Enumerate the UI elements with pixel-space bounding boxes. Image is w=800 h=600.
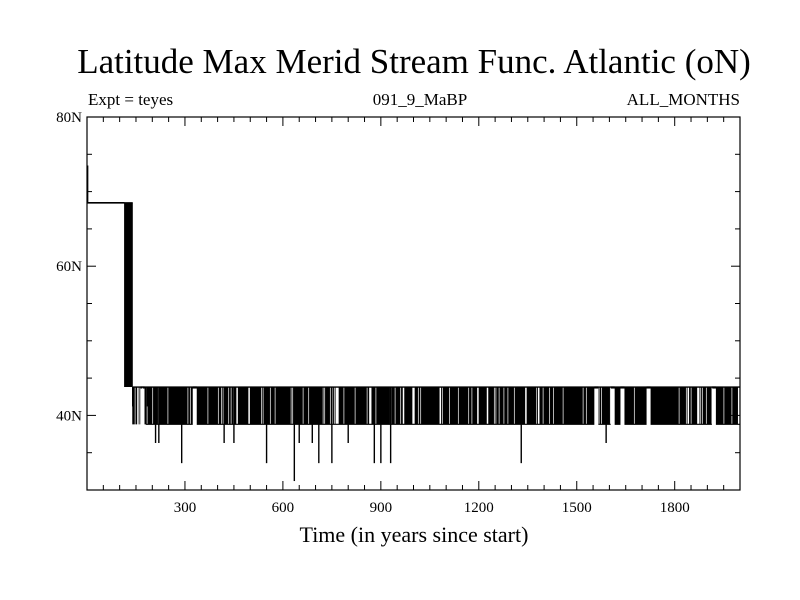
plot-frame xyxy=(86,116,741,491)
x-tick-label: 1800 xyxy=(660,500,690,516)
x-tick-label: 1200 xyxy=(464,500,494,516)
series-gap xyxy=(140,388,145,427)
x-tick-label: 900 xyxy=(370,500,393,516)
run-label: 091_9_MaBP xyxy=(372,90,468,109)
x-tick-label: 300 xyxy=(174,500,197,516)
series-gap xyxy=(610,388,615,427)
months-label: ALL_MONTHS xyxy=(626,90,740,109)
y-tick-label: 80N xyxy=(56,110,82,126)
series-gap xyxy=(646,388,651,427)
y-tick-label: 40N xyxy=(56,408,82,424)
series-line-group xyxy=(86,165,741,482)
series-oscillation-band xyxy=(124,202,133,388)
series-gap xyxy=(192,388,197,427)
x-tick-label: 1500 xyxy=(562,500,592,516)
series-gap xyxy=(620,388,625,427)
x-tick-label: 600 xyxy=(272,500,295,516)
axis-ticks-group: 300 600 900 1200 1500 1800 40N 60N 80N xyxy=(56,110,740,516)
series-gap xyxy=(594,388,599,427)
chart-title: Latitude Max Merid Stream Func. Atlantic… xyxy=(77,42,751,81)
experiment-label: Expt = teyes xyxy=(88,90,174,109)
y-tick-label: 60N xyxy=(56,259,82,275)
series-gap xyxy=(711,388,716,427)
x-axis-title: Time (in years since start) xyxy=(299,522,529,547)
